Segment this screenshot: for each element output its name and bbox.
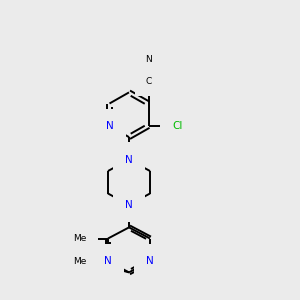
Text: N: N [104, 256, 112, 266]
Text: Me: Me [74, 256, 87, 266]
Text: N: N [146, 256, 154, 266]
Text: N: N [125, 154, 133, 165]
Text: N: N [106, 121, 113, 131]
Text: Cl: Cl [172, 121, 183, 131]
Text: N: N [145, 56, 152, 64]
Text: N: N [125, 200, 133, 210]
Text: Me: Me [74, 234, 87, 243]
Text: C: C [146, 76, 152, 85]
